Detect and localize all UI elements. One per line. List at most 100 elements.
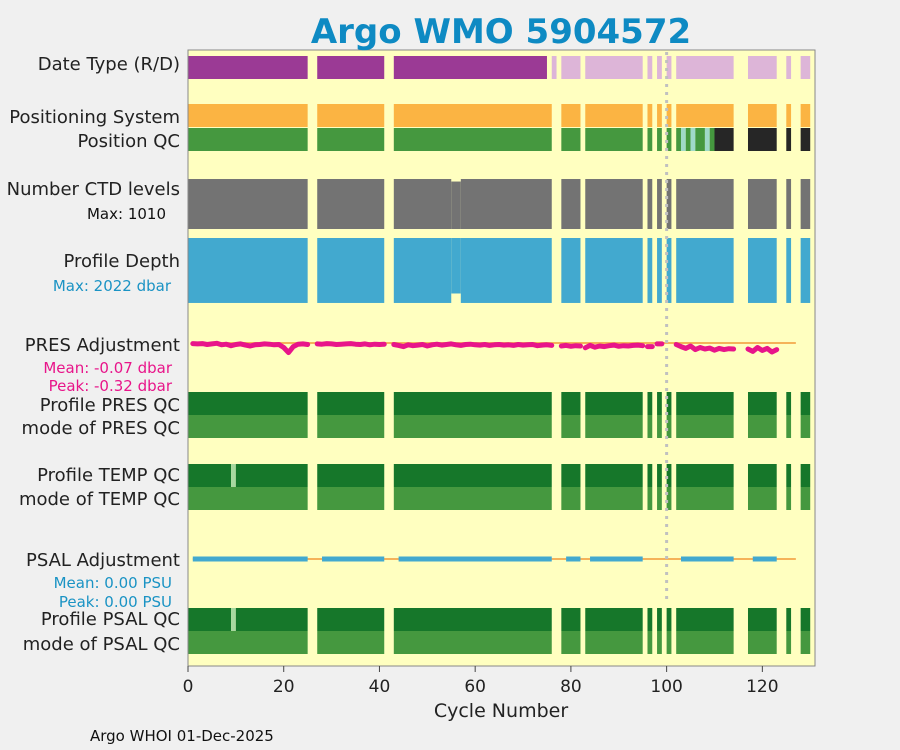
row-label-ctd-levels: Number CTD levels bbox=[7, 179, 180, 200]
mode-psal-qc-bar-7-0 bbox=[666, 631, 672, 654]
mode-pres-qc-bar-9-0 bbox=[747, 415, 777, 438]
profile-temp-qc-bar-3-0 bbox=[561, 464, 581, 487]
date-type-bar-3 bbox=[551, 56, 557, 79]
profile-psal-qc-bar-3-0 bbox=[561, 608, 581, 631]
mode-temp-qc-bar-0-0 bbox=[188, 487, 308, 510]
profile-temp-qc-bar-0-2 bbox=[235, 464, 308, 487]
profile-psal-qc-bar-2-0 bbox=[393, 608, 552, 631]
x-tick-label-80: 80 bbox=[560, 677, 582, 697]
depth-max-label: Max: 2022 dbar bbox=[53, 277, 172, 295]
ctd-levels-bar-3-0 bbox=[561, 179, 581, 229]
profile-depth-bar-0-0 bbox=[188, 238, 308, 303]
mode-psal-qc-bar-8-0 bbox=[676, 631, 734, 654]
positioning-bar-1 bbox=[317, 104, 385, 127]
position-qc-bar-5 bbox=[647, 128, 653, 151]
positioning-bar-9 bbox=[747, 104, 777, 127]
mode-temp-qc-bar-11-0 bbox=[800, 487, 811, 510]
profile-temp-qc-bar-0-0 bbox=[188, 464, 232, 487]
positioning-bar-7 bbox=[666, 104, 672, 127]
x-axis: 0 20 40 60 80 100 120 bbox=[183, 666, 779, 697]
profile-pres-qc-bar-9-0 bbox=[747, 392, 777, 415]
pres-adjustment-series-2 bbox=[391, 341, 555, 350]
profile-psal-qc-bar-0-0 bbox=[188, 608, 232, 631]
row-label-profile-depth: Profile Depth bbox=[63, 251, 180, 272]
profile-depth-bar-2-2 bbox=[460, 238, 552, 303]
profile-temp-qc-bar-2-0 bbox=[393, 464, 552, 487]
profile-temp-qc-bar-7-0 bbox=[666, 464, 672, 487]
date-type-bar-7 bbox=[657, 56, 662, 79]
date-type-bar-2 bbox=[393, 56, 547, 79]
mode-temp-qc-bar-7-0 bbox=[666, 487, 672, 510]
x-tick-label-120: 120 bbox=[746, 677, 778, 697]
position-qc-bar-1 bbox=[317, 128, 385, 151]
ctd-max-label: Max: 1010 bbox=[87, 205, 166, 223]
ctd-levels-bar-2-2 bbox=[460, 179, 552, 229]
position-qc-bar-18 bbox=[800, 128, 811, 151]
mode-pres-qc-bar-1-0 bbox=[317, 415, 385, 438]
positioning-bar-4 bbox=[585, 104, 643, 127]
position-qc-bar-6 bbox=[657, 128, 662, 151]
ctd-levels-bar-5-0 bbox=[647, 179, 653, 229]
mode-temp-qc-bar-5-0 bbox=[647, 487, 653, 510]
position-qc-bar-9 bbox=[680, 128, 686, 151]
pres-mean-label: Mean: -0.07 dbar bbox=[43, 359, 173, 377]
profile-temp-qc-bar-1-0 bbox=[317, 464, 385, 487]
profile-psal-qc-bar-5-0 bbox=[647, 608, 653, 631]
profile-pres-qc-bar-2-0 bbox=[393, 392, 552, 415]
position-qc-bar-11 bbox=[690, 128, 696, 151]
profile-pres-qc-bar-10-0 bbox=[786, 392, 792, 415]
x-tick-label-60: 60 bbox=[464, 677, 486, 697]
plot-frame bbox=[187, 49, 816, 667]
mode-pres-qc-bar-11-0 bbox=[800, 415, 811, 438]
mode-pres-qc-bar-4-0 bbox=[585, 415, 643, 438]
chart-title: Argo WMO 5904572 bbox=[311, 12, 691, 52]
date-type-bar-6 bbox=[647, 56, 653, 79]
ctd-levels-bar-2-1 bbox=[451, 181, 461, 229]
profile-temp-qc-bar-6-0 bbox=[657, 464, 662, 487]
pres-adjustment-series-4 bbox=[582, 342, 646, 351]
profile-pres-qc-bar-11-0 bbox=[800, 392, 811, 415]
ctd-levels-bar-4-0 bbox=[585, 179, 643, 229]
profile-depth-bar-1-0 bbox=[317, 238, 385, 303]
row-label-positioning-system: Positioning System bbox=[9, 107, 180, 128]
row-label-psal-adjustment: PSAL Adjustment bbox=[26, 550, 180, 571]
position-qc-bar-17 bbox=[786, 128, 792, 151]
mode-psal-qc-bar-0-0 bbox=[188, 631, 308, 654]
mode-pres-qc-bar-5-0 bbox=[647, 415, 653, 438]
profile-pres-qc-bar-5-0 bbox=[647, 392, 653, 415]
mode-psal-qc-bar-4-0 bbox=[585, 631, 643, 654]
date-type-bar-12 bbox=[800, 56, 811, 79]
position-qc-bar-8 bbox=[676, 128, 681, 151]
date-type-bar-0 bbox=[188, 56, 308, 79]
position-qc-bar-7 bbox=[666, 128, 672, 151]
mode-temp-qc-bar-1-0 bbox=[317, 487, 385, 510]
profile-psal-qc-bar-7-0 bbox=[666, 608, 672, 631]
x-tick-label-20: 20 bbox=[273, 677, 295, 697]
profile-temp-qc-bar-8-0 bbox=[676, 464, 734, 487]
ctd-levels-bar-0-0 bbox=[188, 179, 308, 229]
profile-depth-bar-3-0 bbox=[561, 238, 581, 303]
profile-depth-bar-2-1 bbox=[451, 238, 461, 294]
row-label-mode-temp-qc: mode of TEMP QC bbox=[19, 489, 180, 510]
date-type-bar-10 bbox=[747, 56, 777, 79]
row-label-profile-pres-qc: Profile PRES QC bbox=[40, 395, 180, 416]
profile-psal-qc-bar-1-0 bbox=[317, 608, 385, 631]
pres-adjustment-series-1 bbox=[314, 341, 387, 348]
mode-pres-qc-bar-7-0 bbox=[666, 415, 672, 438]
row-label-pres-adjustment: PRES Adjustment bbox=[25, 335, 180, 356]
profile-pres-qc-bar-8-0 bbox=[676, 392, 734, 415]
positioning-bar-0 bbox=[188, 104, 308, 127]
ctd-levels-bar-1-0 bbox=[317, 179, 385, 229]
row-label-date-type: Date Type (R/D) bbox=[38, 54, 180, 75]
position-qc-bar-3 bbox=[561, 128, 581, 151]
x-tick-label-100: 100 bbox=[650, 677, 682, 697]
profile-depth-bar-4-0 bbox=[585, 238, 643, 303]
position-qc-bar-13 bbox=[704, 128, 710, 151]
position-qc-bar-14 bbox=[709, 128, 715, 151]
profile-psal-qc-bar-8-0 bbox=[676, 608, 734, 631]
ctd-levels-bar-11-0 bbox=[800, 179, 811, 229]
mode-pres-qc-bar-0-0 bbox=[188, 415, 308, 438]
mode-pres-qc-bar-3-0 bbox=[561, 415, 581, 438]
mode-psal-qc-bar-5-0 bbox=[647, 631, 653, 654]
chart-marks bbox=[188, 56, 811, 654]
